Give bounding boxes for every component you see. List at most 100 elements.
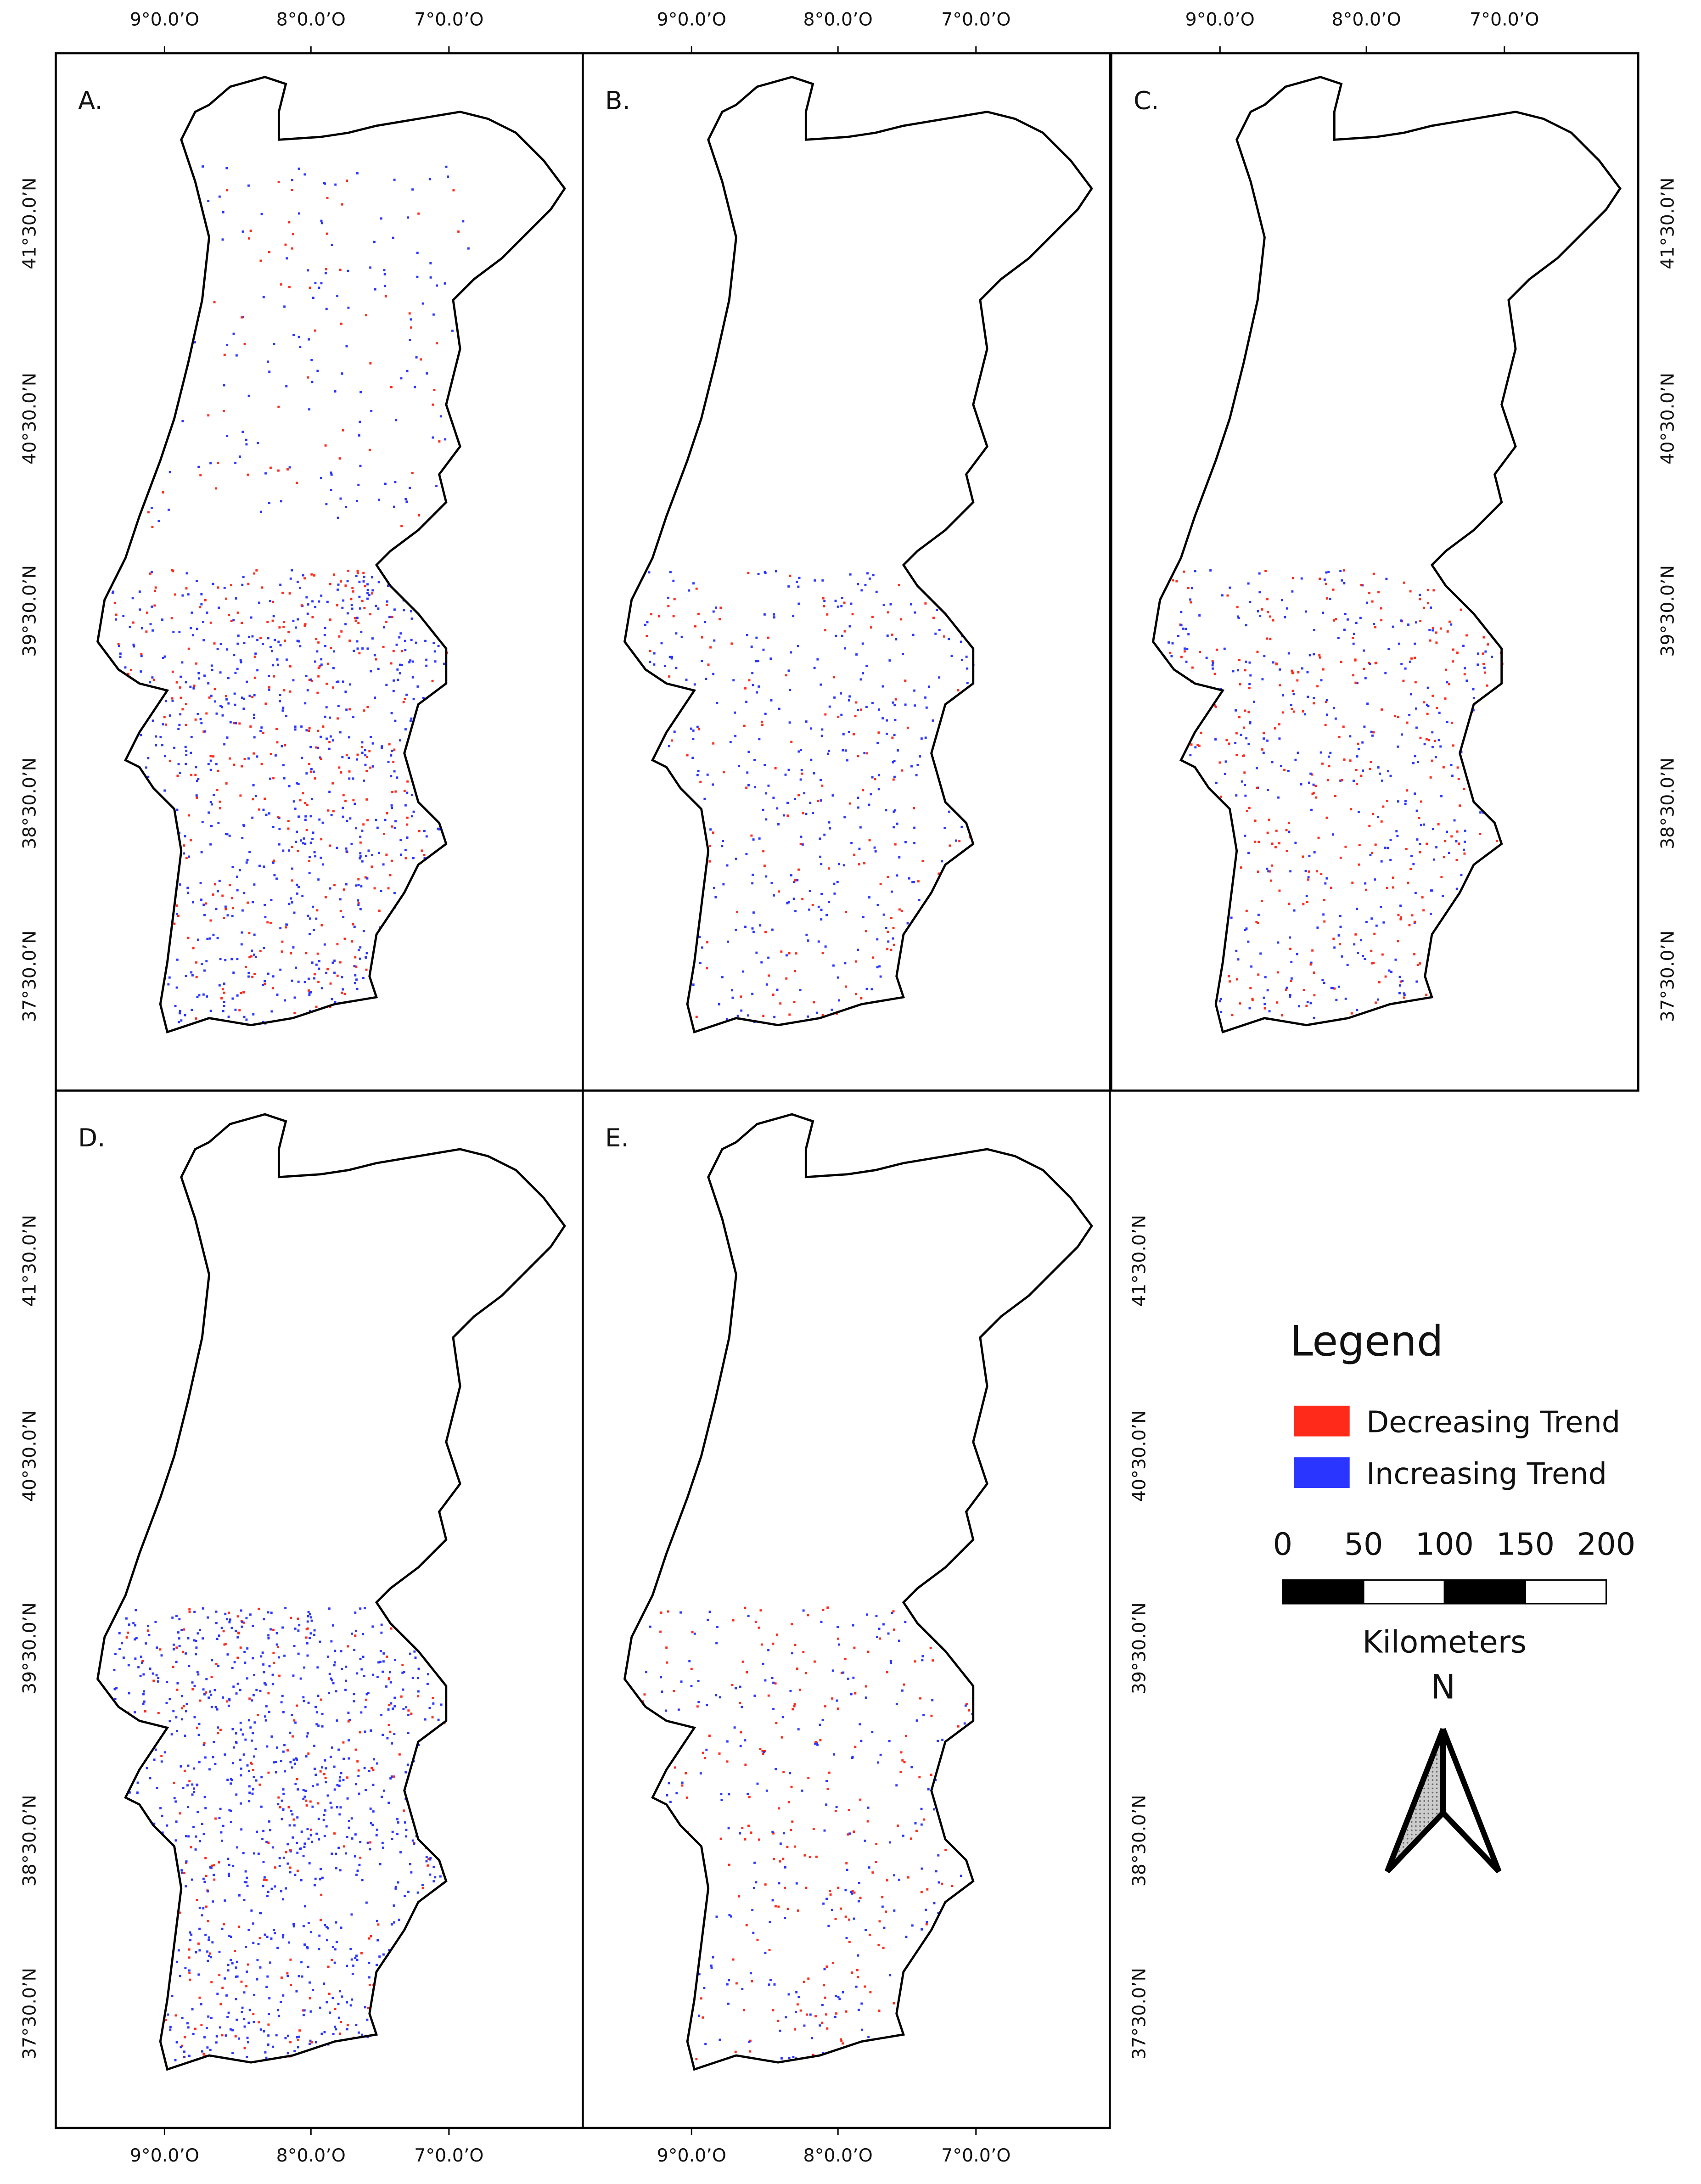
trend-pixel	[356, 1672, 359, 1675]
trend-pixel	[1261, 678, 1264, 681]
trend-pixel	[744, 1838, 747, 1841]
trend-pixel	[799, 989, 802, 991]
trend-pixel	[306, 1732, 309, 1735]
trend-pixel	[797, 868, 800, 871]
trend-pixel	[185, 681, 187, 684]
trend-pixel	[251, 696, 254, 698]
trend-pixel	[288, 785, 291, 787]
trend-pixel	[236, 1846, 239, 1849]
trend-pixel	[788, 2057, 791, 2060]
trend-pixel	[844, 1657, 847, 1660]
trend-pixel	[336, 1784, 339, 1786]
trend-pixel	[402, 1688, 404, 1691]
trend-pixel	[291, 179, 293, 181]
trend-pixel	[318, 286, 320, 289]
trend-pixel	[891, 1611, 893, 1614]
trend-pixel	[359, 1856, 362, 1859]
trend-pixel	[1341, 779, 1343, 781]
trend-pixel	[191, 974, 194, 977]
trend-pixel	[195, 1835, 197, 1838]
trend-pixel	[1426, 842, 1428, 845]
trend-pixel	[1483, 666, 1486, 669]
trend-pixel	[728, 1914, 731, 1916]
trend-pixel	[368, 1770, 371, 1772]
trend-pixel	[200, 851, 203, 853]
trend-pixel	[915, 1719, 918, 1722]
trend-pixel	[215, 487, 218, 490]
trend-pixel	[242, 1621, 245, 1624]
trend-pixel	[1269, 879, 1272, 882]
trend-pixel	[369, 1848, 371, 1851]
trend-pixel	[204, 1933, 207, 1936]
trend-pixel	[302, 842, 304, 845]
trend-pixel	[730, 642, 733, 645]
trend-pixel	[359, 946, 362, 949]
trend-pixel	[359, 465, 362, 467]
trend-pixel	[180, 1765, 182, 1768]
trend-pixel	[207, 2015, 210, 2018]
trend-pixel	[338, 635, 341, 638]
trend-pixel	[149, 1667, 152, 1670]
trend-pixel	[307, 915, 309, 917]
trend-pixel	[377, 1661, 380, 1664]
trend-pixel	[860, 589, 863, 592]
trend-pixel	[291, 1713, 293, 1716]
trend-pixel	[338, 766, 341, 769]
trend-pixel	[806, 2013, 808, 2016]
trend-pixel	[197, 672, 200, 674]
trend-pixel	[312, 831, 314, 834]
trend-pixel	[386, 1656, 388, 1658]
trend-pixel	[395, 419, 398, 421]
trend-pixel	[230, 620, 233, 623]
trend-pixel	[202, 993, 205, 996]
trend-pixel	[305, 675, 308, 678]
trend-pixel	[241, 316, 243, 319]
trend-pixel	[282, 625, 285, 628]
trend-pixel	[1288, 831, 1291, 833]
latitude-label: 38°30.0’N	[1129, 1795, 1150, 1886]
trend-pixel	[293, 2050, 296, 2053]
trend-pixel	[259, 1690, 262, 1692]
trend-pixel	[200, 722, 203, 724]
trend-pixel	[288, 1941, 290, 1944]
trend-pixel	[335, 1921, 337, 1924]
trend-pixel	[1405, 848, 1408, 850]
trend-pixel	[296, 580, 299, 583]
trend-pixel	[307, 1615, 309, 1617]
trend-pixel	[273, 859, 275, 862]
trend-pixel	[154, 586, 157, 589]
trend-pixel	[904, 679, 907, 682]
trend-pixel	[408, 661, 411, 663]
trend-pixel	[1224, 773, 1226, 775]
trend-pixel	[921, 1655, 924, 1657]
trend-pixel	[767, 956, 770, 959]
trend-pixel	[231, 1728, 234, 1730]
trend-pixel	[734, 711, 736, 714]
trend-pixel	[180, 675, 182, 678]
trend-pixel	[960, 825, 963, 828]
trend-pixel	[366, 877, 369, 880]
trend-pixel	[1362, 769, 1364, 772]
trend-pixel	[704, 621, 707, 623]
trend-pixel	[1356, 1009, 1359, 1011]
trend-pixel	[1297, 671, 1300, 674]
trend-pixel	[831, 1961, 834, 1964]
trend-pixel	[229, 1618, 231, 1621]
trend-pixel	[352, 716, 354, 719]
trend-pixel	[747, 572, 750, 574]
trend-pixel	[193, 1791, 196, 1793]
trend-pixel	[188, 1972, 191, 1974]
trend-pixel	[399, 739, 402, 742]
trend-pixel	[396, 1818, 399, 1820]
trend-pixel	[308, 860, 311, 863]
trend-pixel	[1305, 1005, 1308, 1007]
trend-pixel	[347, 1712, 350, 1714]
trend-pixel	[234, 672, 237, 674]
trend-pixel	[876, 966, 879, 969]
trend-pixel	[1256, 651, 1259, 653]
trend-pixel	[1332, 588, 1335, 591]
trend-pixel	[212, 893, 214, 896]
trend-pixel	[688, 589, 691, 592]
trend-pixel	[792, 615, 795, 618]
trend-pixel	[752, 1886, 755, 1889]
